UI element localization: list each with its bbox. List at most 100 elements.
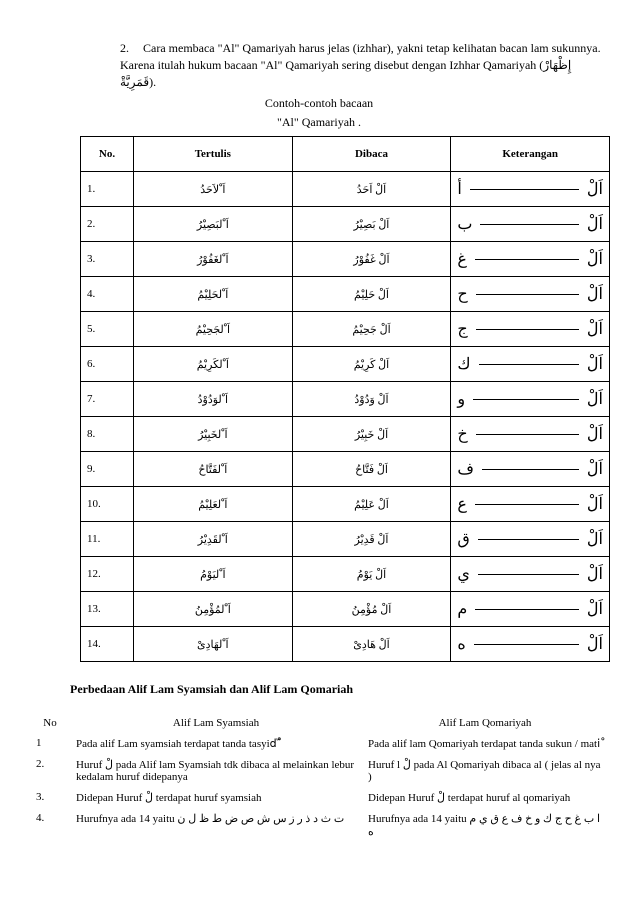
- cell-keterangan: اَلْم: [451, 592, 610, 627]
- header-no: No.: [81, 137, 134, 172]
- caption-line-1: Contoh-contoh bacaan: [30, 96, 608, 111]
- caption-line-2: "Al" Qamariyah .: [30, 115, 608, 130]
- cell-no: 5.: [81, 312, 134, 347]
- cell-dibaca: اَلْ وَدُوْدُ: [292, 382, 451, 417]
- cell-keterangan: اَلْ ع: [451, 487, 610, 522]
- header-keterangan: Keterangan: [451, 137, 610, 172]
- ket-letter: ك: [457, 354, 470, 374]
- cell-tertulis: اَ ْلبَصِيْرُ: [134, 207, 293, 242]
- cell-dibaca: اَلْ بَصِيْرُ: [292, 207, 451, 242]
- ket-al: اَلْ: [587, 214, 603, 234]
- cell-keterangan: اَلْو: [451, 382, 610, 417]
- table-row: 4.اَ ْلحَلِيْمُاَلْ حَلِيْمُاَلْح: [81, 277, 610, 312]
- header-dibaca: Dibaca: [292, 137, 451, 172]
- cell-tertulis: اَ ْلفَتَّاحُ: [134, 452, 293, 487]
- cell-keterangan: اَلْح: [451, 277, 610, 312]
- ket-al: اَلْ: [587, 424, 603, 444]
- ket-al: اَلْ: [587, 284, 603, 304]
- section-heading: Perbedaan Alif Lam Syamsiah dan Alif Lam…: [70, 682, 608, 697]
- cell-keterangan: اَلْب: [451, 207, 610, 242]
- ket-al: اَلْ: [587, 179, 603, 199]
- ket-al: اَلْ: [587, 354, 603, 374]
- ket-al: اَلْ: [587, 564, 603, 584]
- ket-line: [476, 329, 579, 330]
- ket-line: [475, 504, 579, 505]
- cell-no: 4.: [81, 277, 134, 312]
- cell-no: 7.: [81, 382, 134, 417]
- cell-no: 4.: [30, 808, 70, 842]
- ket-letter: م: [457, 599, 467, 619]
- ket-line: [476, 434, 579, 435]
- cell-dibaca: اَلْ حَلِيْمُ: [292, 277, 451, 312]
- intro-paragraph: 2. Cara membaca "Al" Qamariyah harus jel…: [120, 40, 608, 90]
- cell-no: 13.: [81, 592, 134, 627]
- cell-keterangan: اَلْ أ: [451, 172, 610, 207]
- cell-tertulis: اَ ْليَوْمُ: [134, 557, 293, 592]
- ket-al: اَلْ: [587, 634, 603, 654]
- cell-tertulis: اَ ْلعَلِيْمُ: [134, 487, 293, 522]
- cell-tertulis: اَ ْلحَلِيْمُ: [134, 277, 293, 312]
- cell-no: 9.: [81, 452, 134, 487]
- cell-no: 6.: [81, 347, 134, 382]
- table-row: 11.اَ ْلقَدِيْرُاَلْ قَدِيْرُاَلْق: [81, 522, 610, 557]
- cell-keterangan: اَلْ خ: [451, 417, 610, 452]
- ket-letter: غ: [457, 249, 467, 269]
- header-no: No: [30, 713, 70, 733]
- cell-tertulis: اَ ْلكَرِيْمُ: [134, 347, 293, 382]
- table-row: 9.اَ ْلفَتَّاحُاَلْ فَتَّاحُ اَلْ ف: [81, 452, 610, 487]
- cell-tertulis: اَ ْلاَحَدُ: [134, 172, 293, 207]
- cell-no: 2.: [81, 207, 134, 242]
- cell-dibaca: اَلْ كَرِيْمُ: [292, 347, 451, 382]
- ket-letter: خ: [457, 424, 467, 444]
- ket-line: [478, 574, 579, 575]
- cell-keterangan: اَلْ ك: [451, 347, 610, 382]
- cell-no: 3.: [81, 242, 134, 277]
- cell-no: 1.: [81, 172, 134, 207]
- cell-dibaca: اَلْ جَحِيْمُ: [292, 312, 451, 347]
- table-row: 14.اَ ْلهَادِىْاَلْ هَادِىْاَلْه: [81, 627, 610, 662]
- comparison-table: No Alif Lam Syamsiah Alif Lam Qomariyah …: [30, 713, 608, 842]
- table-row: 13.اَ ْلمُؤْمِنُاَلْ مُؤْمِنُاَلْم: [81, 592, 610, 627]
- cell-keterangan: اَلْغ: [451, 242, 610, 277]
- cell-tertulis: اَ ْلهَادِىْ: [134, 627, 293, 662]
- table-row: 6.اَ ْلكَرِيْمُاَلْ كَرِيْمُ اَلْ ك: [81, 347, 610, 382]
- cell-no: 8.: [81, 417, 134, 452]
- cell-no: 3.: [30, 787, 70, 808]
- cell-keterangan: اَلْ ف: [451, 452, 610, 487]
- table-row: 12.اَ ْليَوْمُاَلْ يَوْمُاَلْي: [81, 557, 610, 592]
- ket-al: اَلْ: [587, 494, 603, 514]
- ket-letter: ه: [457, 634, 465, 654]
- ket-line: [482, 469, 579, 470]
- header-syamsiah: Alif Lam Syamsiah: [70, 713, 362, 733]
- ket-al: اَلْ: [587, 389, 603, 409]
- cell-keterangan: اَلْ ي: [451, 557, 610, 592]
- cell-keterangan: اَلْ ق: [451, 522, 610, 557]
- cell-syamsiah: Huruf لْ pada Alif lam Syamsiah tdk diba…: [70, 754, 362, 787]
- cell-dibaca: اَلْ مُؤْمِنُ: [292, 592, 451, 627]
- cell-no: 1: [30, 733, 70, 754]
- table-header-row: No Alif Lam Syamsiah Alif Lam Qomariyah: [30, 713, 608, 733]
- ket-al: اَلْ: [587, 459, 603, 479]
- table-row: 3.Didepan Huruf لْ terdapat huruf syamsi…: [30, 787, 608, 808]
- cell-no: 14.: [81, 627, 134, 662]
- cell-tertulis: اَ ْلوَدُوْدُ: [134, 382, 293, 417]
- ket-line: [473, 399, 579, 400]
- cell-tertulis: اَ ْلمُؤْمِنُ: [134, 592, 293, 627]
- cell-dibaca: اَلْ عَلِيْمُ: [292, 487, 451, 522]
- cell-qomariyah: Didepan Huruf لْ terdapat huruf al qomar…: [362, 787, 608, 808]
- cell-syamsiah: Didepan Huruf لْ terdapat huruf syamsiah: [70, 787, 362, 808]
- header-qomariyah: Alif Lam Qomariyah: [362, 713, 608, 733]
- cell-dibaca: اَلْ يَوْمُ: [292, 557, 451, 592]
- ket-letter: ع: [457, 494, 467, 514]
- ket-al: اَلْ: [587, 529, 603, 549]
- ket-line: [474, 644, 579, 645]
- cell-dibaca: اَلْ فَتَّاحُ: [292, 452, 451, 487]
- cell-keterangan: اَلْج: [451, 312, 610, 347]
- ket-letter: ف: [457, 459, 474, 479]
- ket-letter: ي: [457, 564, 470, 584]
- ket-letter: أ: [457, 179, 461, 199]
- cell-dibaca: اَلْ قَدِيْرُ: [292, 522, 451, 557]
- cell-no: 10.: [81, 487, 134, 522]
- ket-line: [470, 189, 579, 190]
- ket-letter: ق: [457, 529, 469, 549]
